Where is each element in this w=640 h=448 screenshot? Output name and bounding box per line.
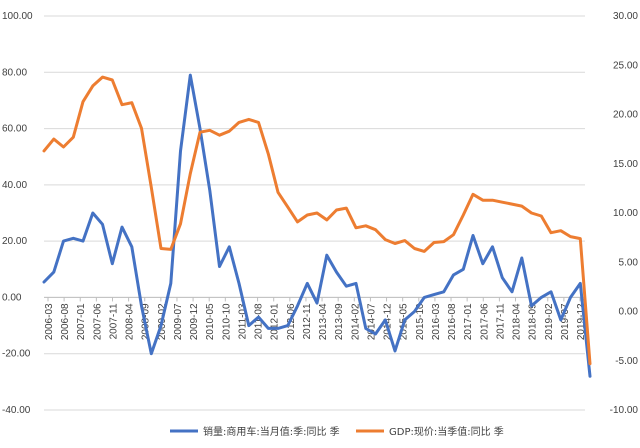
x-axis: 2006-03 2006-08 2007-01 2007-06 2007-11 2008-… bbox=[44, 296, 587, 340]
left-axis-tick-label: 0.00 bbox=[2, 292, 22, 303]
left-axis-tick-label: -40.00 bbox=[2, 405, 31, 416]
right-axis-tick-label: 0.00 bbox=[619, 307, 639, 318]
x-axis-tick-label: 2018-04 bbox=[512, 303, 523, 340]
right-axis-tick-label: 15.00 bbox=[613, 159, 638, 170]
x-axis-tick-label: 2008-04 bbox=[125, 303, 136, 340]
right-axis-tick-label: -5.00 bbox=[615, 356, 638, 367]
x-axis-tick-label: 2009-12 bbox=[189, 303, 200, 340]
left-axis-tick-label: 60.00 bbox=[2, 124, 27, 135]
x-axis-tick-label: 2012-11 bbox=[302, 303, 313, 339]
x-axis-tick-label: 2017-01 bbox=[463, 303, 474, 340]
x-axis-tick-label: 2019-12 bbox=[576, 303, 587, 340]
x-axis-tick-label: 2019-07 bbox=[560, 303, 571, 340]
x-axis-tick-label: 2007-11 bbox=[108, 303, 119, 339]
left-axis-tick-label: 20.00 bbox=[2, 236, 27, 247]
x-axis-tick-label: 2010-05 bbox=[205, 303, 216, 340]
right-y-axis: 30.00 25.00 20.00 15.00 10.00 5.00 0.00 -5.00 -1… bbox=[610, 11, 639, 416]
legend: 销量:商用车:当月值:季:同比 季 GDP:现价:当季值:同比 季 bbox=[170, 425, 504, 438]
right-axis-tick-label: 25.00 bbox=[613, 60, 638, 71]
x-axis-tick-label: 2006-08 bbox=[60, 303, 71, 340]
x-axis-tick-label: 2007-06 bbox=[92, 303, 103, 340]
legend-label-sales: 销量:商用车:当月值:季:同比 季 bbox=[203, 425, 340, 438]
x-axis-tick-label: 2012-01 bbox=[270, 303, 281, 340]
x-axis-tick-label: 2017-06 bbox=[479, 303, 490, 340]
left-axis-tick-label: 80.00 bbox=[2, 67, 27, 78]
x-axis-tick-label: 2006-03 bbox=[44, 303, 55, 340]
x-axis-tick-label: 2007-01 bbox=[76, 303, 87, 340]
x-axis-tick-label: 2014-12 bbox=[383, 303, 394, 340]
left-axis-tick-label: 40.00 bbox=[2, 180, 27, 191]
x-axis-tick-label: 2019-02 bbox=[544, 303, 555, 340]
x-axis-tick-label: 2014-02 bbox=[350, 303, 361, 340]
x-axis-tick-label: 2011-03 bbox=[237, 303, 248, 339]
right-axis-tick-label: -10.00 bbox=[610, 405, 639, 416]
x-axis-tick-label: 2015-10 bbox=[415, 303, 426, 340]
left-y-axis: 100.00 80.00 60.00 40.00 20.00 0.00 -20.00 -40.… bbox=[2, 11, 33, 416]
series-layer bbox=[42, 73, 592, 378]
right-axis-tick-label: 10.00 bbox=[613, 208, 638, 219]
x-axis-tick-label: 2016-08 bbox=[447, 303, 458, 340]
x-axis-tick-label: 2011-08 bbox=[254, 303, 265, 339]
x-axis-tick-label: 2013-09 bbox=[334, 303, 345, 340]
x-axis-tick-label: 2010-10 bbox=[221, 303, 232, 340]
left-axis-tick-label: -20.00 bbox=[2, 349, 31, 360]
x-axis-tick-label: 2009-07 bbox=[173, 303, 184, 340]
x-axis-tick-label: 2014-07 bbox=[366, 303, 377, 340]
x-axis-tick-label: 2018-09 bbox=[528, 303, 539, 340]
series-line-gdp bbox=[42, 75, 592, 366]
right-axis-tick-label: 20.00 bbox=[613, 110, 638, 121]
series-line-sales bbox=[42, 73, 592, 378]
right-axis-tick-label: 5.00 bbox=[619, 257, 639, 268]
x-axis-tick-label: 2016-03 bbox=[431, 303, 442, 340]
x-axis-tick-label: 2013-04 bbox=[318, 303, 329, 340]
x-axis-tick-label: 2017-11 bbox=[495, 303, 506, 339]
right-axis-tick-label: 30.00 bbox=[613, 11, 638, 22]
legend-label-gdp: GDP:现价:当季值:同比 季 bbox=[389, 425, 504, 438]
left-axis-tick-label: 100.00 bbox=[2, 11, 33, 22]
